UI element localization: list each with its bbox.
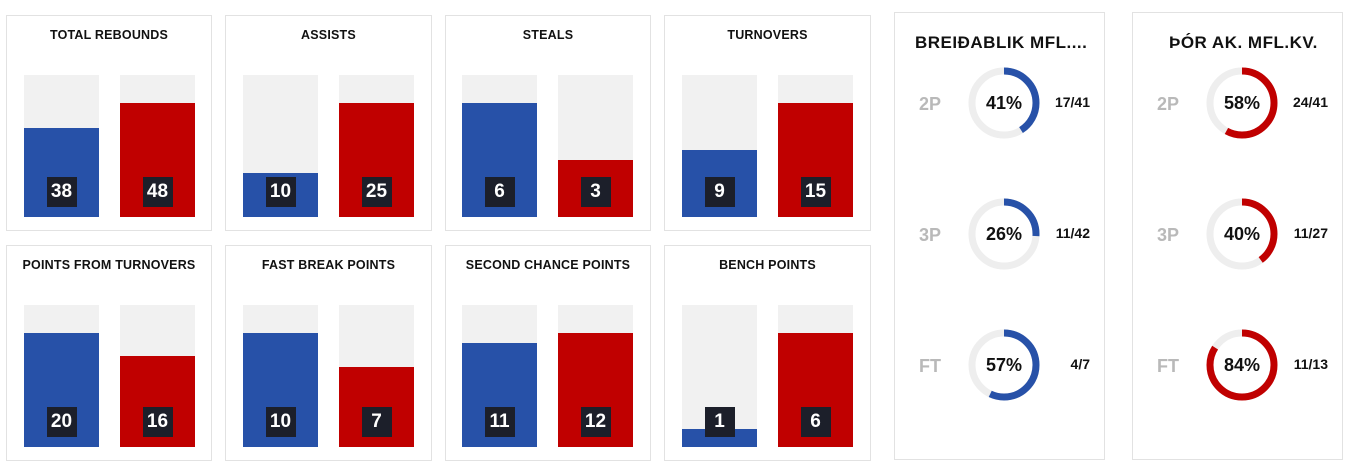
shot-label: 3P [1157, 225, 1180, 245]
shot-row-ft: FT 84% 11/13 [1133, 328, 1342, 408]
stat-title: ASSISTS [301, 28, 356, 42]
made-attempts: 11/42 [1055, 225, 1090, 241]
team2-bar: 15 [778, 75, 853, 217]
stat-title: FAST BREAK POINTS [261, 258, 396, 272]
shot-row-3p: 3P 40% 11/27 [1133, 197, 1342, 277]
team2-value: 48 [142, 177, 173, 207]
team1-bar: 11 [462, 305, 537, 447]
team-name: ÞÓR AK. MFL.KV. [1169, 33, 1318, 52]
stat-card-assists: ASSISTS 10 25 [225, 15, 432, 231]
percentage-ring [968, 329, 1040, 401]
made-attempts: 11/13 [1293, 356, 1328, 372]
team1-shooting-card: BREIÐABLIK MFL.... 2P 41% 17/41 3P 26% 1… [894, 12, 1105, 460]
stat-title: TOTAL REBOUNDS [49, 28, 169, 42]
team2-bar: 16 [120, 305, 195, 447]
ring-progress [968, 67, 1040, 139]
shot-row-3p: 3P 26% 11/42 [895, 197, 1104, 277]
percentage-ring [1206, 198, 1278, 270]
stat-title: BENCH POINTS [719, 258, 816, 272]
team2-value: 15 [800, 177, 831, 207]
team1-bar: 1 [682, 305, 757, 447]
team2-bar: 6 [778, 305, 853, 447]
team1-bar: 10 [243, 305, 318, 447]
team2-bar: 12 [558, 305, 633, 447]
percentage-ring [968, 67, 1040, 139]
team1-bar: 10 [243, 75, 318, 217]
shot-label: 3P [919, 225, 942, 245]
team2-value: 3 [580, 177, 611, 207]
stat-title: TURNOVERS [727, 28, 808, 42]
percentage-ring [968, 198, 1040, 270]
percentage-value: 41% [985, 93, 1023, 113]
team1-value: 10 [265, 177, 296, 207]
percentage-ring [1206, 329, 1278, 401]
ring-progress [1206, 198, 1278, 270]
percentage-ring [1206, 67, 1278, 139]
stat-card-total-rebounds: TOTAL REBOUNDS 38 48 [6, 15, 212, 231]
team2-bar: 25 [339, 75, 414, 217]
team2-value: 16 [142, 407, 173, 437]
shot-label: 2P [919, 94, 942, 114]
team1-bar: 20 [24, 305, 99, 447]
team2-value: 6 [800, 407, 831, 437]
made-attempts: 4/7 [1070, 356, 1090, 372]
made-attempts: 17/41 [1054, 94, 1090, 110]
team2-bar: 48 [120, 75, 195, 217]
ring-progress [1206, 329, 1278, 401]
team1-bar-fill [682, 428, 757, 447]
team1-bar: 38 [24, 75, 99, 217]
shot-label: 2P [1157, 94, 1180, 114]
made-attempts: 11/27 [1293, 225, 1328, 241]
team1-value: 9 [704, 177, 735, 207]
shot-row-2p: 2P 41% 17/41 [895, 66, 1104, 146]
percentage-value: 57% [985, 355, 1023, 375]
team2-bar: 3 [558, 75, 633, 217]
stat-title: SECOND CHANCE POINTS [465, 258, 631, 272]
team1-value: 10 [265, 407, 296, 437]
team1-bar: 9 [682, 75, 757, 217]
team2-value: 12 [580, 407, 611, 437]
ring-progress [968, 198, 1040, 270]
stat-card-fast-break-points: FAST BREAK POINTS 10 7 [225, 245, 432, 461]
percentage-value: 26% [985, 224, 1023, 244]
team1-value: 1 [704, 407, 735, 437]
team2-shooting-card: ÞÓR AK. MFL.KV. 2P 58% 24/41 3P 40% 11/2… [1132, 12, 1343, 460]
shot-label: FT [919, 356, 941, 376]
stat-card-points-from-turnovers: POINTS FROM TURNOVERS 20 16 [6, 245, 212, 461]
team1-value: 6 [484, 177, 515, 207]
percentage-value: 84% [1223, 355, 1261, 375]
stat-title: POINTS FROM TURNOVERS [22, 258, 196, 272]
team2-value: 25 [361, 177, 392, 207]
team1-value: 38 [46, 177, 77, 207]
stat-card-turnovers: TURNOVERS 9 15 [664, 15, 871, 231]
shot-label: FT [1157, 356, 1179, 376]
percentage-value: 40% [1223, 224, 1261, 244]
ring-progress [968, 329, 1040, 401]
ring-progress [1206, 67, 1278, 139]
percentage-value: 58% [1223, 93, 1261, 113]
shot-row-2p: 2P 58% 24/41 [1133, 66, 1342, 146]
team1-value: 11 [484, 407, 515, 437]
team2-bar: 7 [339, 305, 414, 447]
made-attempts: 24/41 [1292, 94, 1328, 110]
team2-value: 7 [361, 407, 392, 437]
team-name: BREIÐABLIK MFL.... [915, 33, 1088, 52]
stat-title: STEALS [522, 28, 574, 42]
shot-row-ft: FT 57% 4/7 [895, 328, 1104, 408]
stat-card-steals: STEALS 6 3 [445, 15, 651, 231]
team1-value: 20 [46, 407, 77, 437]
team1-bar: 6 [462, 75, 537, 217]
stat-card-second-chance-points: SECOND CHANCE POINTS 11 12 [445, 245, 651, 461]
stat-card-bench-points: BENCH POINTS 1 6 [664, 245, 871, 461]
